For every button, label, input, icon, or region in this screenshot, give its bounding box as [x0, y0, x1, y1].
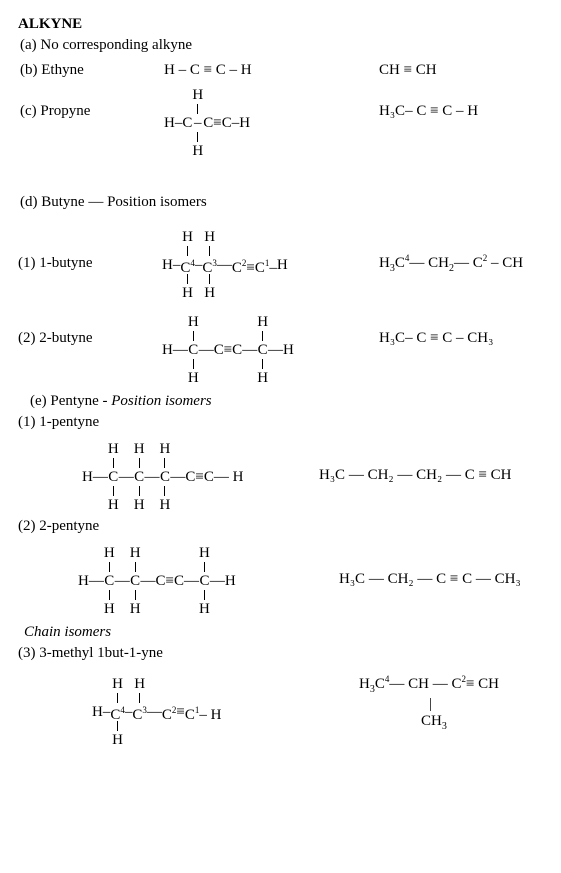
item-b: (b) Ethyne H – C ≡ C – H CH ≡ CH — [18, 60, 549, 81]
page-title: ALKYNE — [18, 14, 549, 35]
item-b-label: (b) Ethyne — [20, 60, 140, 81]
chain-3-cond-line3: CH3 — [359, 713, 549, 733]
item-chain-3-structural: H H H – C4 – C3—C2≡C1– H H — [92, 674, 335, 747]
item-chain-3-condensed: H3C4— CH — C2≡ CH | CH3 — [359, 674, 549, 732]
item-d: (d) Butyne — Position isomers — [18, 192, 549, 213]
item-d1-structural: H H H – C4– C3—C2≡C1–H H H — [162, 227, 355, 300]
item-e1-structural: H H H H—C—C—C — C≡C — H H H H — [82, 439, 295, 512]
item-e2-condensed: H₃C — CH₂ — C ≡ C — CH₃ — [339, 569, 549, 590]
chain-heading: Chain isomers — [18, 622, 549, 643]
item-b-condensed: CH ≡ CH — [379, 60, 549, 81]
chain-3-cond-line2: | — [359, 696, 549, 713]
item-d2: (2) 2-butyne H H H — C — C ≡ C — C — H H… — [18, 312, 549, 385]
item-c-structural: H H – C – C≡C – H H — [164, 85, 355, 158]
item-chain-3: H H H – C4 – C3—C2≡C1– H H H3C4— CH — C2… — [18, 674, 549, 747]
item-e1-condensed: H₃C — CH₂ — CH₂ — C ≡ CH — [319, 465, 549, 486]
item-c: (c) Propyne H H – C – C≡C – H H H₃C– C ≡… — [18, 85, 549, 158]
item-d1-condensed: H3C4— CH2— C2 – CH — [379, 252, 549, 276]
item-c-condensed: H₃C– C ≡ C – H — [379, 85, 549, 122]
item-e2-label: (2) 2-pentyne — [18, 516, 549, 537]
item-e2-structural: H H H H—C—C — C≡C — C — H H H H — [78, 543, 315, 616]
item-e: (e) Pentyne - Position isomers — [18, 391, 549, 412]
chain-3-cond-line1: H3C4— CH — C2≡ CH — [359, 674, 549, 696]
item-b-structural: H – C ≡ C – H — [164, 60, 355, 81]
item-d1: (1) 1-butyne H H H – C4– C3—C2≡C1–H H H … — [18, 227, 549, 300]
item-e2: H H H H—C—C — C≡C — C — H H H H H₃C — CH… — [18, 543, 549, 616]
item-c-label: (c) Propyne — [20, 85, 140, 122]
item-e1: H H H H—C—C—C — C≡C — H H H H H₃C — CH₂ … — [18, 439, 549, 512]
item-chain-3-label: (3) 3-methyl 1but-1-yne — [18, 643, 549, 664]
item-d2-label: (2) 2-butyne — [18, 312, 138, 349]
item-e1-label: (1) 1-pentyne — [18, 412, 549, 433]
item-d2-structural: H H H — C — C ≡ C — C — H H H — [162, 312, 355, 385]
item-a: (a) No corresponding alkyne — [18, 35, 549, 56]
item-d1-label: (1) 1-butyne — [18, 253, 138, 274]
item-d2-condensed: H₃C– C ≡ C – CH₃ — [379, 312, 549, 349]
